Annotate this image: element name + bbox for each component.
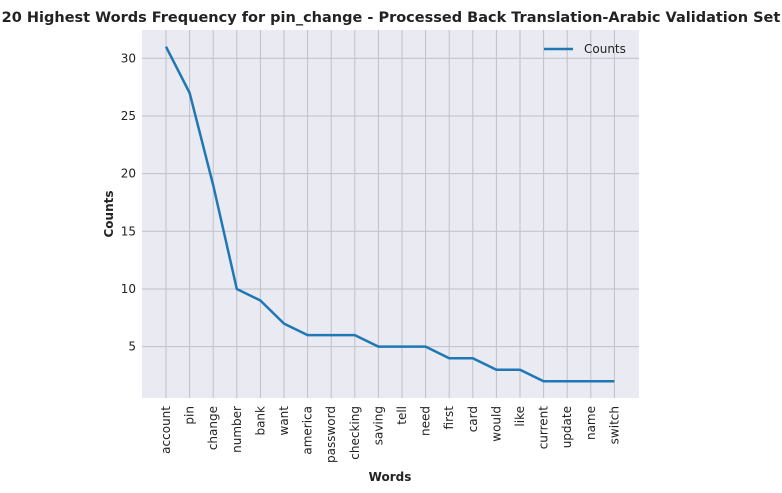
x-tick-label: would <box>489 406 503 442</box>
legend-label: Counts <box>584 42 626 56</box>
x-tick-label: password <box>324 406 338 463</box>
grid <box>142 30 639 398</box>
x-tick-label: tell <box>395 406 409 425</box>
x-axis: account pin change number bank want america pas… <box>159 406 621 463</box>
x-tick-label: change <box>206 406 220 450</box>
x-tick-label: need <box>419 406 433 436</box>
y-tick-label: 25 <box>121 109 136 123</box>
y-tick-label: 15 <box>121 224 136 238</box>
x-tick-label: saving <box>371 406 385 445</box>
legend: Counts <box>544 42 626 56</box>
x-tick-label: checking <box>348 406 362 460</box>
y-tick-label: 20 <box>121 167 136 181</box>
plot-area <box>142 30 639 398</box>
chart-title: 20 Highest Words Frequency for pin_chang… <box>2 10 781 26</box>
x-tick-label: pin <box>183 406 197 425</box>
x-tick-label: america <box>301 406 315 455</box>
y-tick-label: 5 <box>128 340 136 354</box>
y-tick-label: 30 <box>121 51 136 65</box>
x-tick-label: name <box>584 406 598 440</box>
series-layer <box>164 46 615 383</box>
x-tick-label: account <box>159 406 173 454</box>
y-axis-label: Counts <box>102 190 116 237</box>
y-axis: 5 10 15 20 25 30 <box>121 51 136 353</box>
x-tick-label: switch <box>607 406 621 444</box>
y-tick-label: 10 <box>121 282 136 296</box>
x-tick-label: bank <box>253 406 267 436</box>
x-tick-label: first <box>442 406 456 430</box>
x-tick-label: number <box>230 406 244 453</box>
x-tick-label: like <box>513 406 527 427</box>
x-tick-label: want <box>277 406 291 436</box>
x-tick-label: card <box>466 406 480 432</box>
series-line-counts <box>164 46 615 383</box>
x-tick-label: current <box>537 406 551 450</box>
x-tick-label: update <box>560 406 574 448</box>
x-axis-label: Words <box>369 470 412 484</box>
